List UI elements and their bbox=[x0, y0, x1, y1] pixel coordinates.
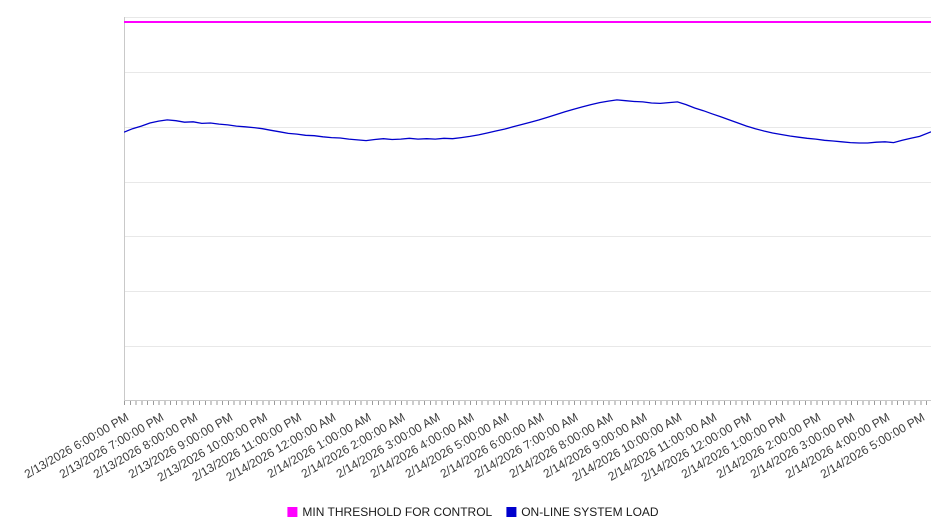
legend: MIN THRESHOLD FOR CONTROL ON-LINE SYSTEM… bbox=[287, 505, 659, 519]
x-axis-minor-ticks bbox=[124, 401, 932, 405]
chart-canvas bbox=[124, 17, 931, 401]
legend-swatch bbox=[506, 507, 517, 517]
x-axis-labels: 2/13/2026 6:00:00 PM 2/13/2026 7:00:00 PM… bbox=[0, 403, 946, 498]
plot-area bbox=[124, 17, 931, 401]
legend-label: ON-LINE SYSTEM LOAD bbox=[521, 505, 659, 519]
legend-item-min-threshold: MIN THRESHOLD FOR CONTROL bbox=[287, 505, 492, 519]
legend-label: MIN THRESHOLD FOR CONTROL bbox=[302, 505, 493, 519]
legend-item-system-load: ON-LINE SYSTEM LOAD bbox=[506, 505, 659, 519]
legend-swatch bbox=[287, 507, 298, 517]
